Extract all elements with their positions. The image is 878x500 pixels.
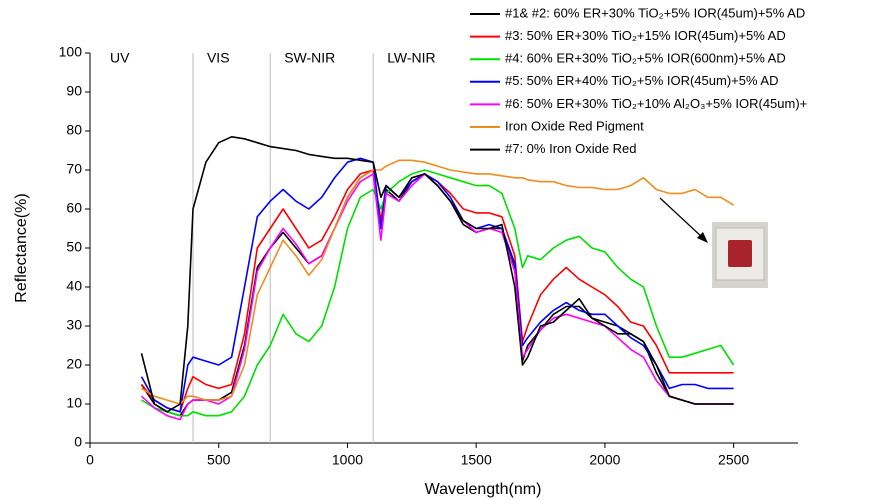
- region-label: LW-NIR: [387, 50, 435, 66]
- photo-sample: [728, 240, 752, 267]
- y-tick-label: 40: [66, 278, 82, 294]
- data-line: [140, 173, 734, 421]
- x-axis-label: Wavelength(nm): [425, 481, 542, 498]
- legend-label: #1& #2: 60% ER+30% TiO₂+5% IOR(45um)+5% …: [505, 5, 805, 20]
- legend-label: #7: 0% Iron Oxide Red: [505, 141, 637, 156]
- x-tick-label: 2500: [718, 452, 749, 468]
- y-tick-label: 70: [66, 161, 82, 177]
- legend-label: #4: 60% ER+30% TiO₂+5% IOR(600nm)+5% AD: [505, 51, 786, 66]
- x-tick-label: 1500: [461, 452, 492, 468]
- y-tick-label: 30: [66, 317, 82, 333]
- y-tick-label: 0: [74, 434, 82, 450]
- data-line: [140, 136, 734, 413]
- legend-label: #3: 50% ER+30% TiO₂+15% IOR(45um)+5% AD: [505, 28, 786, 43]
- region-label: SW-NIR: [284, 50, 335, 66]
- data-line: [141, 169, 735, 417]
- y-tick-label: 50: [66, 239, 82, 255]
- y-tick-label: 80: [66, 122, 82, 138]
- legend-label: #6: 50% ER+30% TiO₂+10% Al₂O₃+5% IOR(45u…: [505, 96, 807, 111]
- x-tick-label: 1000: [332, 452, 363, 468]
- y-tick-label: 60: [66, 200, 82, 216]
- x-tick-label: 500: [207, 452, 231, 468]
- region-label: VIS: [207, 50, 230, 66]
- x-tick-label: 2000: [589, 452, 620, 468]
- y-tick-label: 20: [66, 356, 82, 372]
- legend-label: Iron Oxide Red Pigment: [505, 118, 644, 133]
- arrow: [659, 197, 704, 239]
- y-tick-label: 90: [66, 83, 82, 99]
- data-line: [141, 159, 735, 405]
- data-line: [140, 157, 734, 413]
- region-label: UV: [110, 50, 130, 66]
- x-tick-label: 0: [86, 452, 94, 468]
- y-tick-label: 10: [66, 395, 82, 411]
- y-tick-label: 100: [59, 44, 83, 60]
- y-axis-label: Reflectance(%): [13, 193, 30, 302]
- legend-label: #5: 50% ER+40% TiO₂+5% IOR(45um)+5% AD: [505, 73, 778, 88]
- arrow-head: [697, 232, 708, 243]
